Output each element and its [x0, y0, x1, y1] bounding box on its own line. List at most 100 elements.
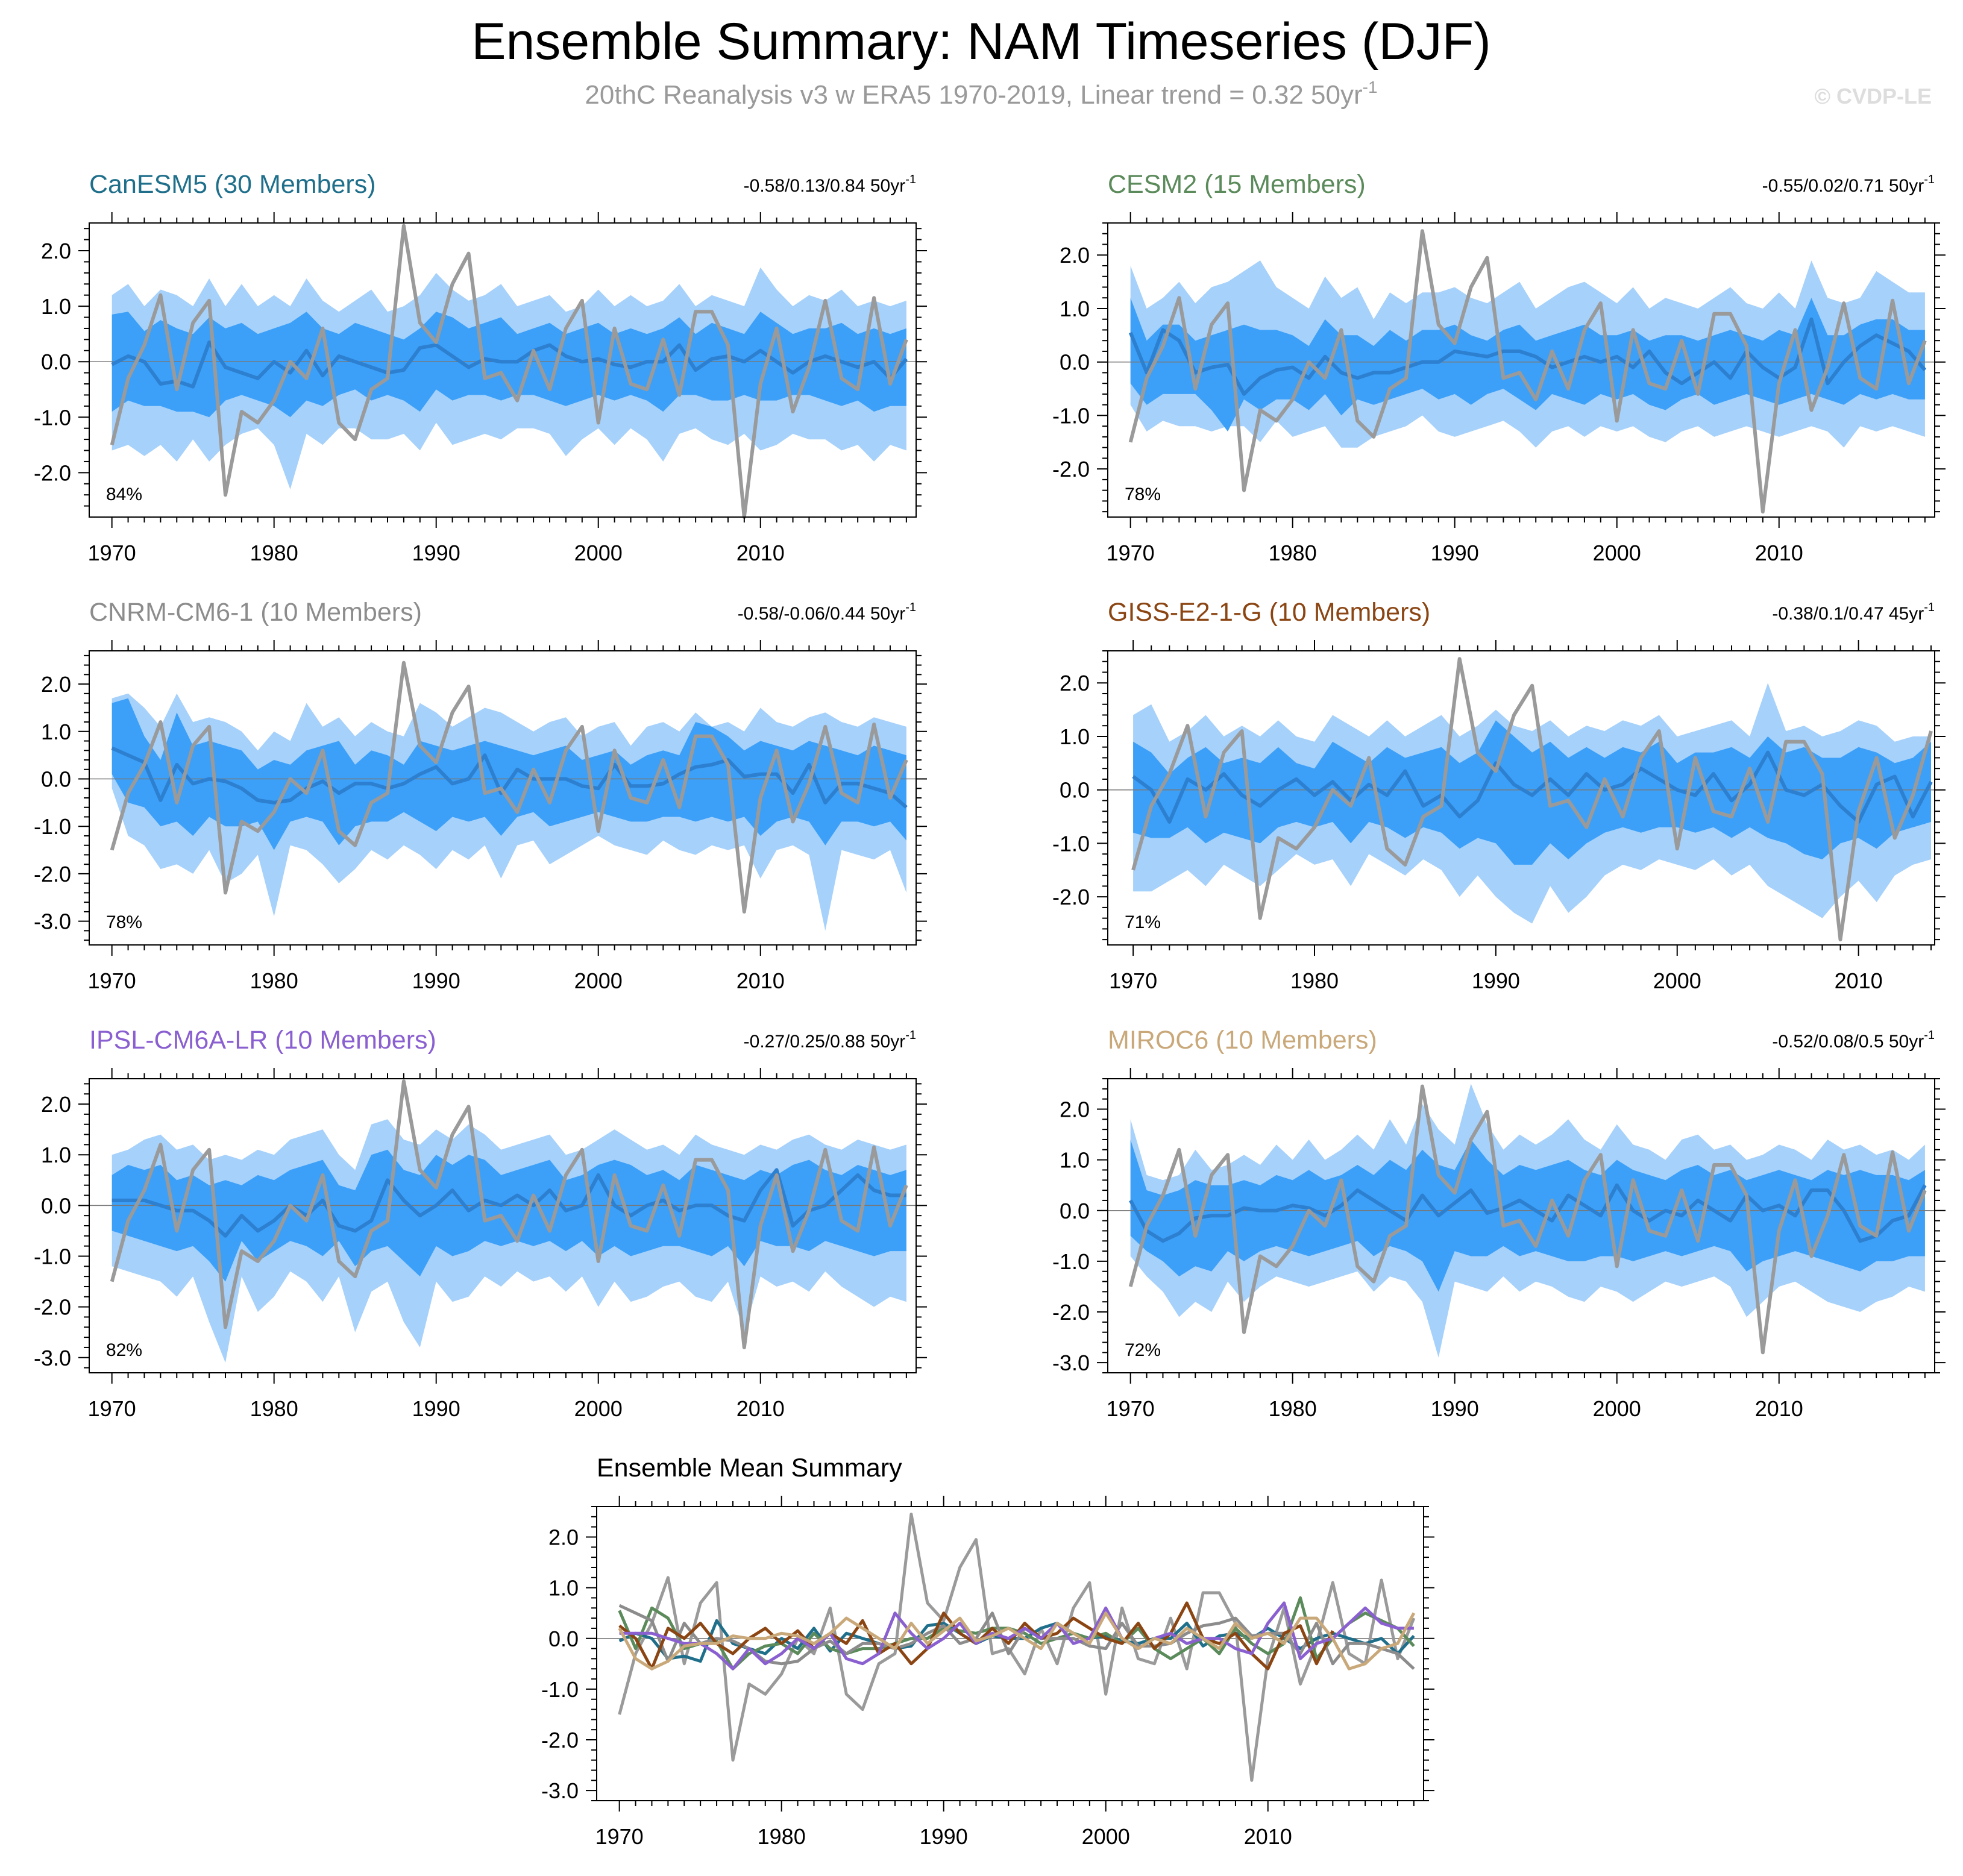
- panel-cnrm-cm6-1: CNRM-CM6-1 (10 Members) -0.58/-0.06/0.44 …: [34, 598, 927, 993]
- y-tick-label: 0.0: [41, 767, 71, 792]
- x-tick-label: 2000: [1653, 968, 1701, 993]
- trend-superscript: -1: [1924, 601, 1935, 614]
- inner-range-band: [111, 1149, 906, 1282]
- plot-frame: [1107, 650, 1935, 946]
- panel-title: MIROC6 (10 Members): [1108, 1026, 1377, 1055]
- y-tick-label: 2.0: [1060, 1097, 1090, 1122]
- trend-superscript: -1: [1924, 173, 1935, 186]
- panel-title: Ensemble Mean Summary: [597, 1454, 902, 1482]
- y-tick-label: -1.0: [34, 814, 71, 839]
- trend-text: -0.55/0.02/0.71 50yr: [1762, 176, 1924, 196]
- x-tick-label: 2010: [1835, 968, 1883, 993]
- figure-subtitle: 20thC Reanalysis v3 w ERA5 1970-2019, Li…: [585, 78, 1377, 110]
- y-tick-label: -2.0: [1052, 1300, 1090, 1325]
- x-tick-label: 1970: [88, 968, 136, 993]
- percent-label: 84%: [106, 485, 142, 504]
- subtitle-superscript: -1: [1363, 78, 1378, 96]
- panel-title: CNRM-CM6-1 (10 Members): [89, 598, 422, 627]
- x-tick-label: 1990: [412, 968, 460, 993]
- percent-label: 78%: [1125, 485, 1161, 504]
- trend-superscript: -1: [905, 1029, 916, 1042]
- plot-frame: [596, 1506, 1424, 1801]
- ensemble-mean-line: [111, 1168, 906, 1238]
- trend-text: -0.27/0.25/0.88 50yr: [744, 1032, 906, 1052]
- y-tick-label: 1.0: [1060, 724, 1090, 749]
- trend-label: -0.38/0.1/0.47 45yr-1: [1772, 601, 1935, 624]
- x-tick-label: 1980: [758, 1824, 806, 1849]
- y-tick-label: 1.0: [41, 294, 71, 319]
- trend-label: -0.27/0.25/0.88 50yr-1: [744, 1029, 916, 1052]
- x-tick-label: 2010: [737, 541, 785, 565]
- observations-line: [1128, 1084, 1927, 1355]
- x-tick-label: 1970: [1109, 968, 1157, 993]
- ensemble-mean-line: [1132, 750, 1933, 824]
- y-tick-label: -1.0: [34, 1244, 71, 1269]
- y-tick-label: 2.0: [1060, 671, 1090, 695]
- watermark: © CVDP-LE: [1814, 84, 1932, 108]
- panel-title: CanESM5 (30 Members): [89, 170, 376, 199]
- figure-title: Ensemble Summary: NAM Timeseries (DJF): [471, 13, 1491, 71]
- series-line-miroc6: [618, 1611, 1416, 1671]
- x-tick-label: 2000: [1593, 1396, 1641, 1421]
- x-tick-label: 1970: [1107, 1396, 1155, 1421]
- ensemble-mean-line: [111, 340, 908, 389]
- y-tick-label: -1.0: [1052, 403, 1090, 428]
- trend-label: -0.55/0.02/0.71 50yr-1: [1762, 173, 1935, 196]
- x-tick-label: 1980: [1269, 541, 1317, 565]
- trend-label: -0.58/-0.06/0.44 50yr-1: [738, 601, 916, 624]
- y-tick-label: 0.0: [1060, 778, 1090, 803]
- trend-superscript: -1: [1924, 1029, 1935, 1042]
- x-tick-label: 2010: [1244, 1824, 1292, 1849]
- x-tick-label: 1990: [412, 1396, 460, 1421]
- observations-line: [110, 660, 908, 914]
- ensemble-mean-line: [1128, 317, 1927, 396]
- x-tick-label: 1990: [1431, 1396, 1479, 1421]
- y-tick-label: -3.0: [541, 1778, 579, 1803]
- trend-text: -0.38/0.1/0.47 45yr: [1772, 604, 1924, 624]
- y-tick-label: 0.0: [1060, 350, 1090, 375]
- x-tick-label: 1980: [1290, 968, 1339, 993]
- ensemble-mean-line: [1129, 1183, 1927, 1243]
- plot-frame: [89, 222, 917, 518]
- observations-line: [110, 224, 908, 519]
- panel-miroc6: MIROC6 (10 Members) -0.52/0.08/0.5 50yr-1…: [1052, 1026, 1946, 1421]
- x-tick-label: 1970: [88, 1396, 136, 1421]
- observations-line: [1131, 657, 1933, 942]
- plot-frame: [1107, 222, 1935, 518]
- percent-label: 78%: [106, 912, 142, 932]
- subtitle-text: 20thC Reanalysis v3 w ERA5 1970-2019, Li…: [585, 80, 1362, 110]
- y-tick-label: 1.0: [1060, 296, 1090, 321]
- y-tick-label: -2.0: [34, 862, 71, 886]
- trend-text: -0.58/0.13/0.84 50yr: [744, 176, 906, 196]
- x-tick-label: 1980: [250, 541, 298, 565]
- x-tick-label: 2010: [737, 1396, 785, 1421]
- y-tick-label: -1.0: [1052, 1249, 1090, 1274]
- x-tick-label: 1990: [1431, 541, 1479, 565]
- panel-ensemble-mean-summary: Ensemble Mean Summary -3.0 -2.0 -1.0 0.0 1.0 2…: [541, 1454, 1434, 1849]
- x-tick-label: 1970: [595, 1824, 644, 1849]
- panel-title: GISS-E2-1-G (10 Members): [1108, 598, 1430, 627]
- y-tick-label: 2.0: [1060, 243, 1090, 268]
- x-tick-label: 1990: [1472, 968, 1520, 993]
- y-tick-label: 1.0: [1060, 1148, 1090, 1173]
- x-tick-label: 1980: [250, 1396, 298, 1421]
- trend-superscript: -1: [905, 173, 916, 186]
- x-tick-label: 1980: [1269, 1396, 1317, 1421]
- y-tick-label: 1.0: [548, 1576, 579, 1601]
- inner-range-band: [1133, 720, 1931, 865]
- panel-giss-e2-1-g: GISS-E2-1-G (10 Members) -0.38/0.1/0.47 4…: [1052, 598, 1946, 993]
- y-tick-label: -2.0: [541, 1728, 579, 1752]
- trend-superscript: -1: [905, 601, 916, 614]
- y-tick-label: -2.0: [34, 460, 71, 485]
- panel-cesm2: CESM2 (15 Members) -0.55/0.02/0.71 50yr-1…: [1052, 170, 1946, 565]
- y-tick-label: -2.0: [1052, 885, 1090, 909]
- percent-label: 82%: [106, 1340, 142, 1360]
- observations-line: [110, 1079, 908, 1349]
- ensemble-mean-line: [111, 746, 908, 809]
- inner-range-band: [1130, 1140, 1925, 1292]
- y-tick-label: -1.0: [541, 1677, 579, 1702]
- x-tick-label: 2000: [574, 541, 623, 565]
- trend-label: -0.58/0.13/0.84 50yr-1: [744, 173, 916, 196]
- y-tick-label: -1.0: [34, 405, 71, 430]
- x-tick-label: 1990: [412, 541, 460, 565]
